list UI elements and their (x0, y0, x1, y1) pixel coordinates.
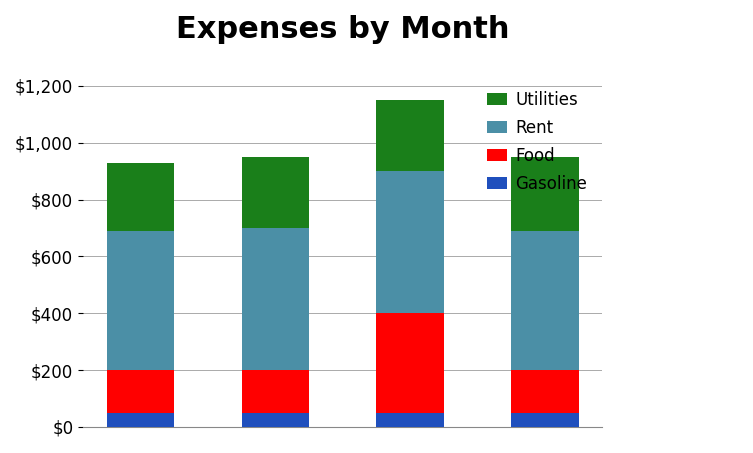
Bar (107, 413, 174, 427)
Bar (511, 231, 579, 370)
Bar (242, 157, 309, 228)
Bar (511, 157, 579, 231)
Bar (376, 313, 444, 413)
Bar (107, 163, 174, 231)
Bar (242, 228, 309, 370)
Bar (376, 100, 444, 171)
Bar (107, 370, 174, 413)
Bar (242, 370, 309, 413)
Bar (107, 231, 174, 370)
Bar (376, 171, 444, 313)
Title: Expenses by Month: Expenses by Month (176, 15, 510, 44)
Legend: Utilities, Rent, Food, Gasoline: Utilities, Rent, Food, Gasoline (480, 84, 594, 200)
Bar (376, 413, 444, 427)
Bar (242, 413, 309, 427)
Bar (511, 413, 579, 427)
Bar (511, 370, 579, 413)
